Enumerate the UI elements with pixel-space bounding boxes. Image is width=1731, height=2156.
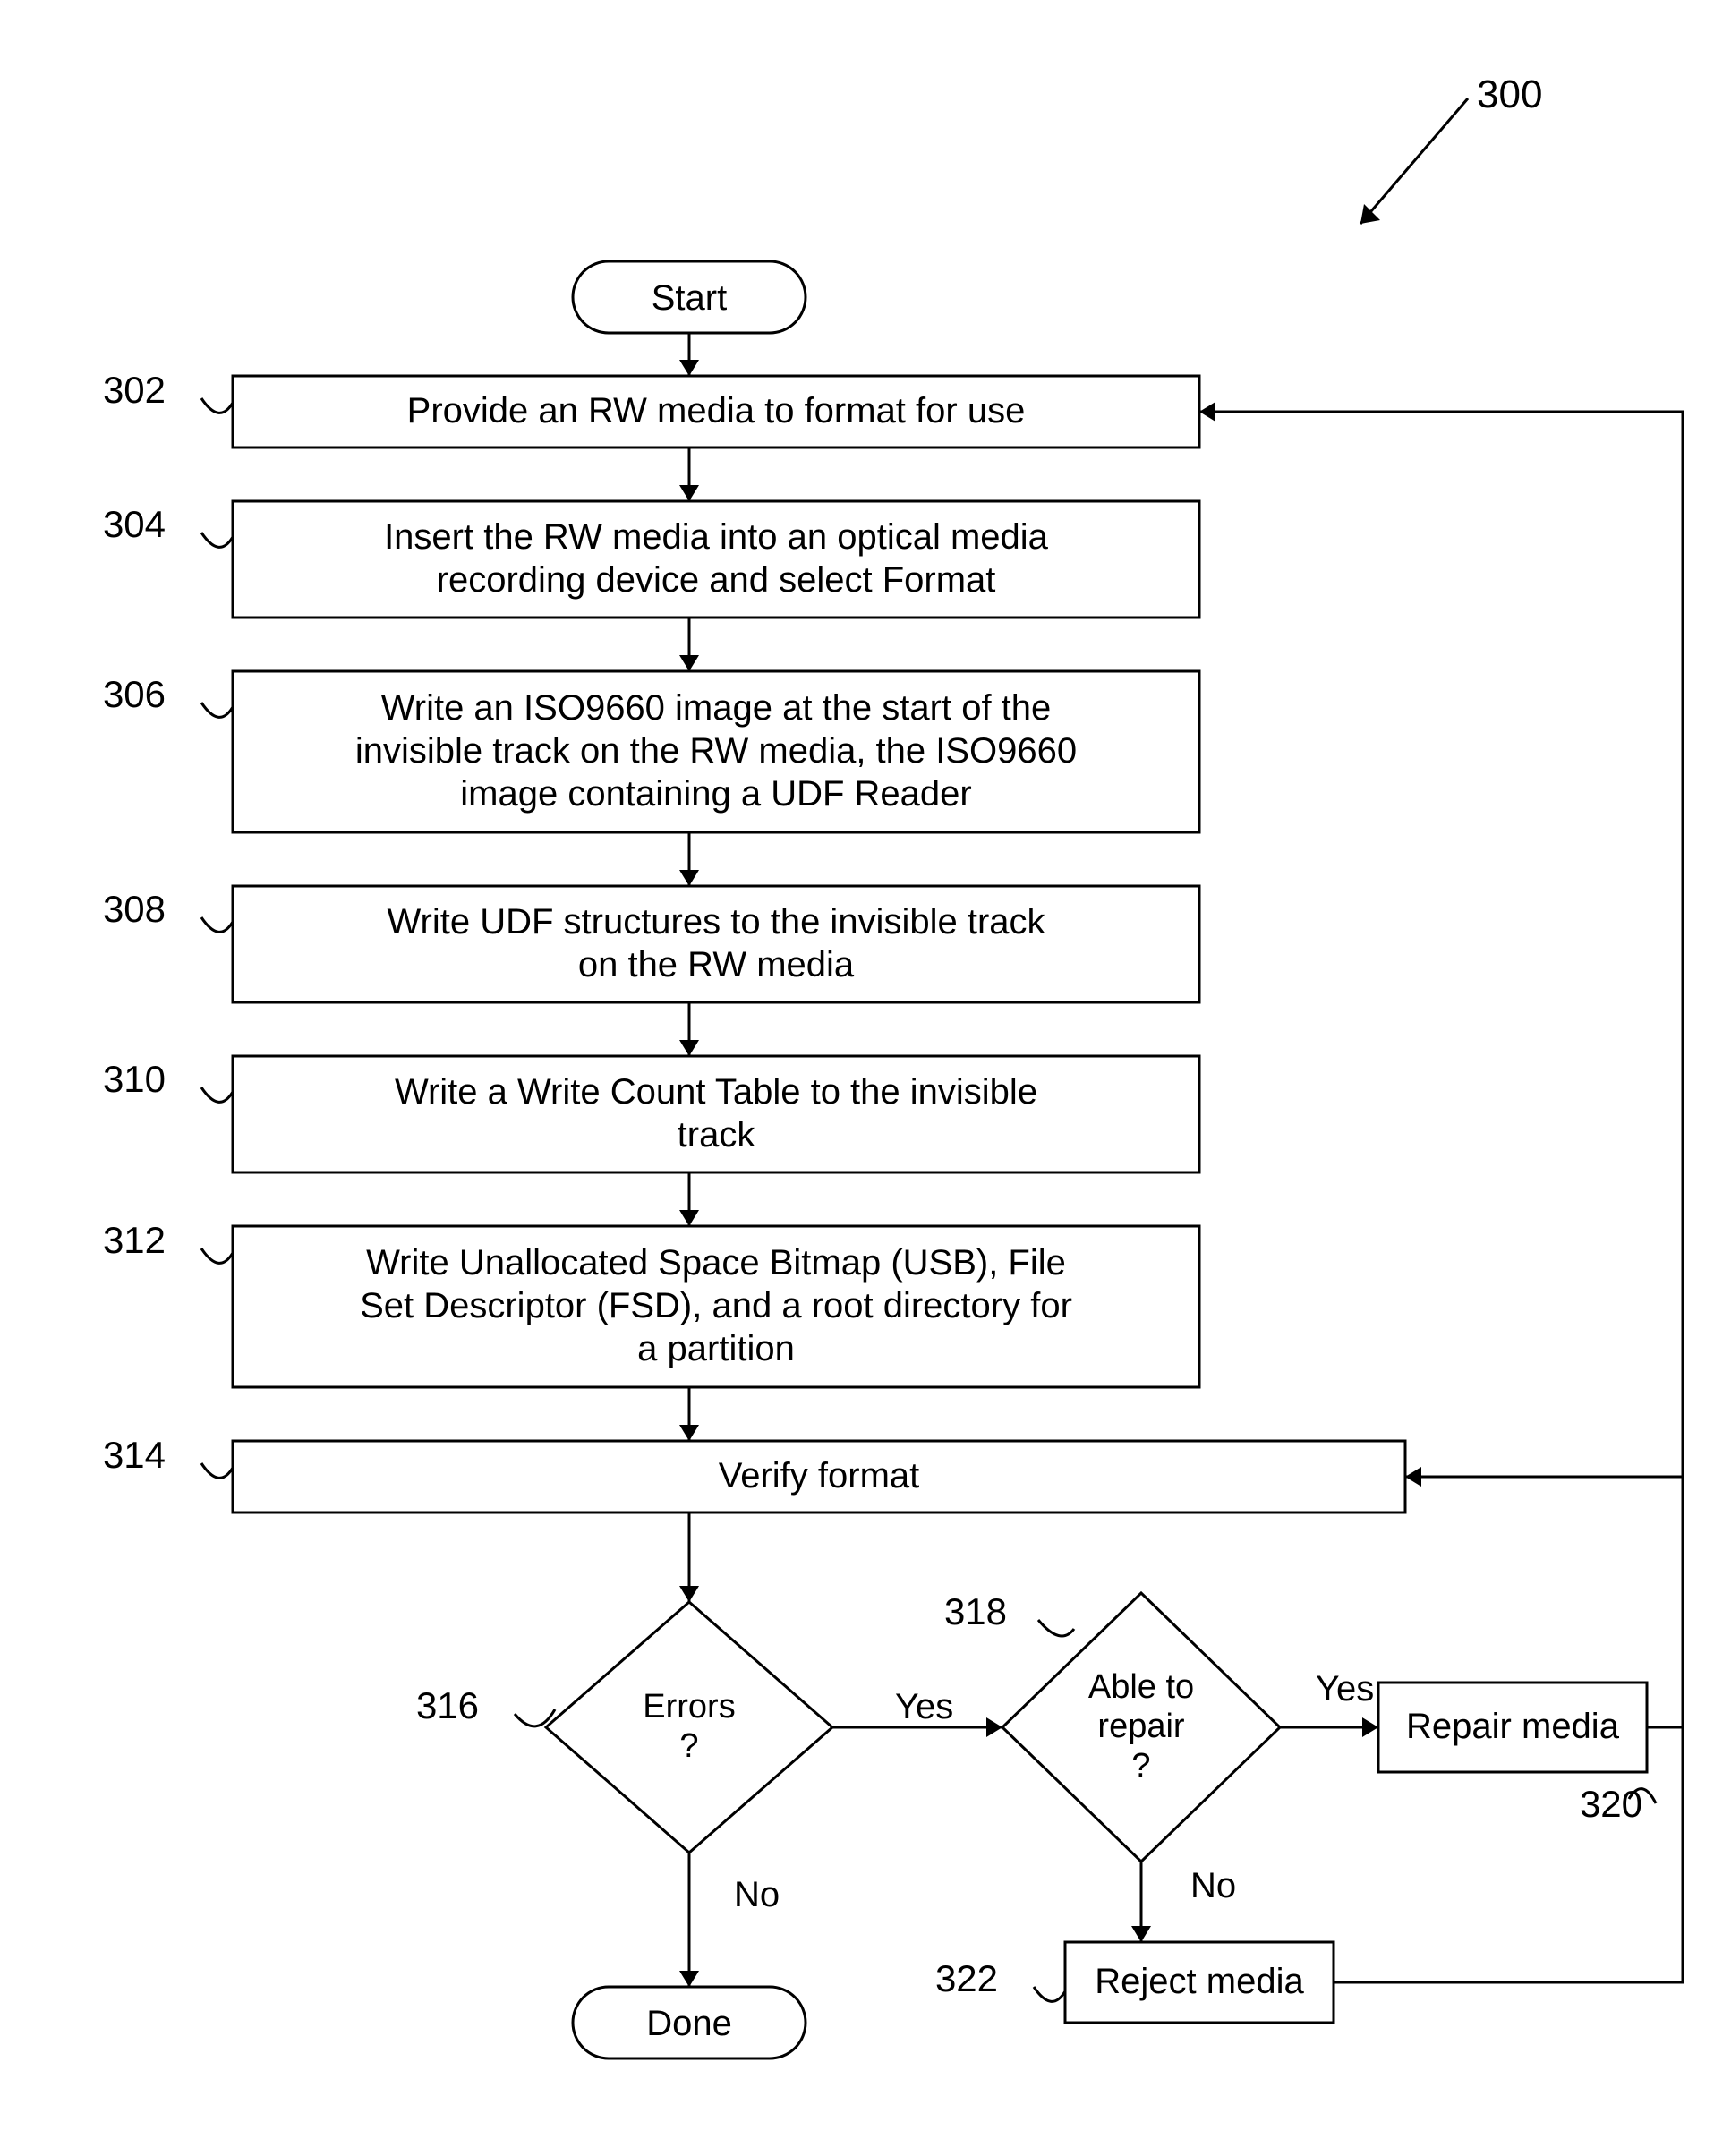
edge-label-10: Yes xyxy=(1316,1669,1374,1709)
process-text-n304-0: Insert the RW media into an optical medi… xyxy=(384,517,1049,557)
ref-tick-310 xyxy=(201,1087,233,1102)
process-text-n306-0: Write an ISO9660 image at the start of t… xyxy=(381,688,1052,728)
process-text-n308-1: on the RW media xyxy=(578,945,855,984)
process-text-n310-0: Write a Write Count Table to the invisib… xyxy=(395,1072,1037,1112)
ref-tick-312 xyxy=(201,1248,233,1263)
flowchart-canvas: 300 No Yes Yes No Start Provide an RW media to… xyxy=(0,0,1731,2156)
ref-tick-322 xyxy=(1034,1987,1065,2001)
ref-label-322: 322 xyxy=(935,1957,998,1999)
ref-tick-308 xyxy=(201,917,233,932)
process-text-n310-1: track xyxy=(678,1115,756,1155)
process-text-n312-2: a partition xyxy=(637,1329,795,1368)
process-text-n320-0: Repair media xyxy=(1406,1707,1620,1746)
process-text-n322-0: Reject media xyxy=(1095,1962,1304,2001)
terminator-label-done: Done xyxy=(646,2004,732,2043)
edge-label-8: No xyxy=(734,1875,780,1914)
ref-tick-304 xyxy=(201,533,233,547)
ref-label-304: 304 xyxy=(103,503,166,545)
process-text-n306-1: invisible track on the RW media, the ISO… xyxy=(355,731,1077,771)
terminator-label-start: Start xyxy=(652,278,727,318)
ref-label-308: 308 xyxy=(103,888,166,930)
ref-tick-318 xyxy=(1038,1620,1074,1636)
ref-label-310: 310 xyxy=(103,1058,166,1100)
ref-label-320: 320 xyxy=(1580,1783,1642,1825)
decision-text-n318-2: ? xyxy=(1131,1747,1150,1785)
decision-text-n316-1: ? xyxy=(679,1727,698,1765)
process-text-n312-0: Write Unallocated Space Bitmap (USB), Fi… xyxy=(366,1243,1066,1283)
edge-label-9: Yes xyxy=(895,1687,953,1726)
figure-label: 300 xyxy=(1477,72,1542,116)
process-text-n314-0: Verify format xyxy=(719,1456,920,1496)
process-text-n302-0: Provide an RW media to format for use xyxy=(407,391,1026,430)
ref-tick-306 xyxy=(201,703,233,717)
edge-label-11: No xyxy=(1190,1866,1236,1905)
process-text-n304-1: recording device and select Format xyxy=(437,560,996,600)
decision-text-n318-0: Able to xyxy=(1088,1668,1194,1706)
ref-label-314: 314 xyxy=(103,1434,166,1476)
ref-label-306: 306 xyxy=(103,673,166,715)
ref-label-312: 312 xyxy=(103,1219,166,1261)
decision-text-n318-1: repair xyxy=(1097,1708,1184,1745)
ref-tick-314 xyxy=(201,1463,233,1478)
figure-label-arrow xyxy=(1360,98,1468,224)
ref-tick-302 xyxy=(201,398,233,413)
ref-label-316: 316 xyxy=(416,1684,479,1726)
ref-label-302: 302 xyxy=(103,369,166,411)
process-text-n306-2: image containing a UDF Reader xyxy=(460,774,971,814)
process-text-n308-0: Write UDF structures to the invisible tr… xyxy=(387,902,1045,942)
process-text-n312-1: Set Descriptor (FSD), and a root directo… xyxy=(360,1286,1072,1325)
decision-text-n316-0: Errors xyxy=(643,1688,735,1726)
ref-label-318: 318 xyxy=(944,1590,1007,1632)
